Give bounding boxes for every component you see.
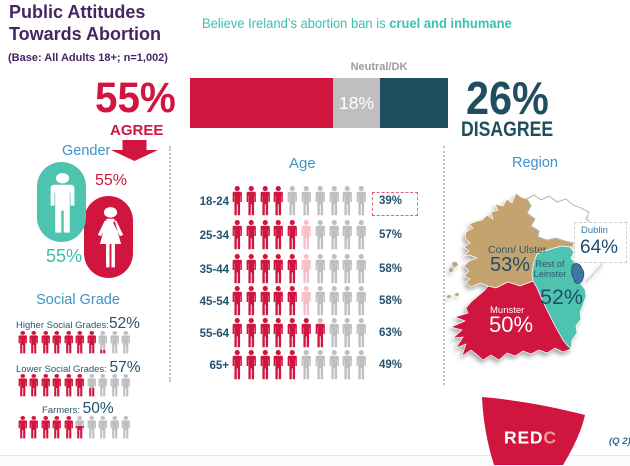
svg-text:REDC: REDC (504, 428, 557, 448)
